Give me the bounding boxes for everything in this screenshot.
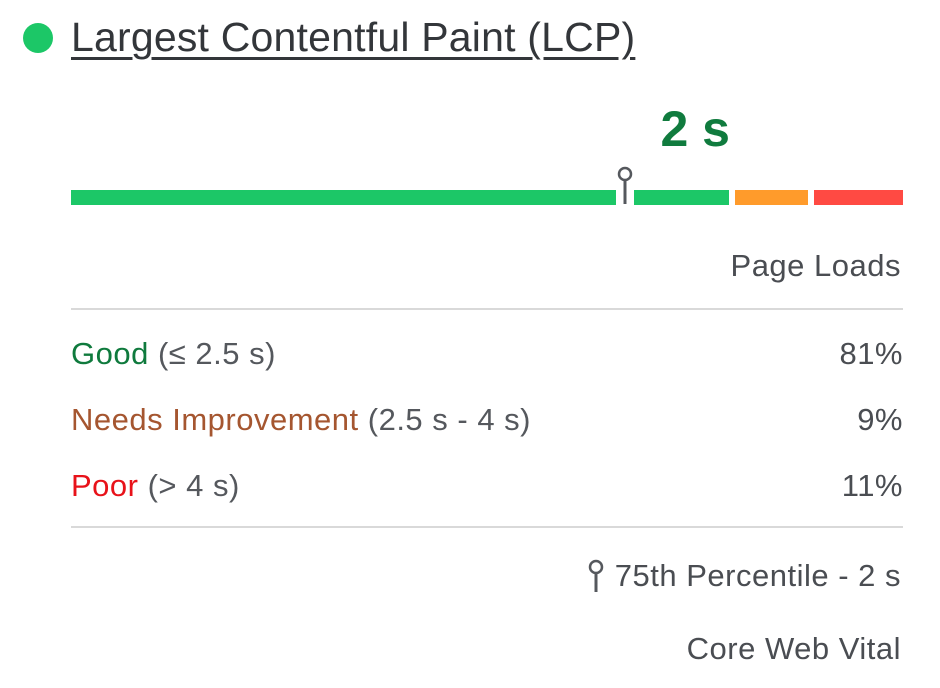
divider — [71, 526, 903, 528]
pin-icon — [588, 559, 604, 592]
row-poor: Poor (> 4 s) 11% — [71, 468, 903, 504]
row-needs-improvement: Needs Improvement (2.5 s - 4 s) 9% — [71, 402, 903, 438]
bar-segment-good — [71, 190, 729, 205]
row-label: Needs Improvement — [71, 402, 359, 437]
row-percent: 9% — [857, 402, 903, 437]
row-percent: 81% — [839, 336, 903, 371]
core-web-vital-label: Core Web Vital — [686, 631, 901, 666]
row-label: Poor — [71, 468, 139, 503]
row-range: (2.5 s - 4 s) — [367, 402, 532, 437]
bar-segment-poor — [813, 190, 903, 205]
percentile-label: 75th Percentile - 2 s — [614, 558, 901, 593]
metric-title-link[interactable]: Largest Contentful Paint (LCP) — [71, 14, 636, 60]
percentile-marker-pin-icon — [617, 166, 633, 204]
row-good: Good (≤ 2.5 s) 81% — [71, 336, 903, 372]
row-label: Good — [71, 336, 149, 371]
percentile-legend: 75th Percentile - 2 s — [587, 558, 901, 594]
row-percent: 11% — [841, 468, 903, 503]
distribution-bar — [71, 190, 903, 205]
bar-segment-needs-improvement — [734, 190, 808, 205]
divider — [71, 308, 903, 310]
page-loads-label: Page Loads — [730, 248, 901, 283]
status-dot-icon — [23, 23, 53, 53]
row-range: (≤ 2.5 s) — [157, 336, 276, 371]
row-range: (> 4 s) — [147, 468, 240, 503]
metric-value: 2 s — [660, 101, 730, 157]
